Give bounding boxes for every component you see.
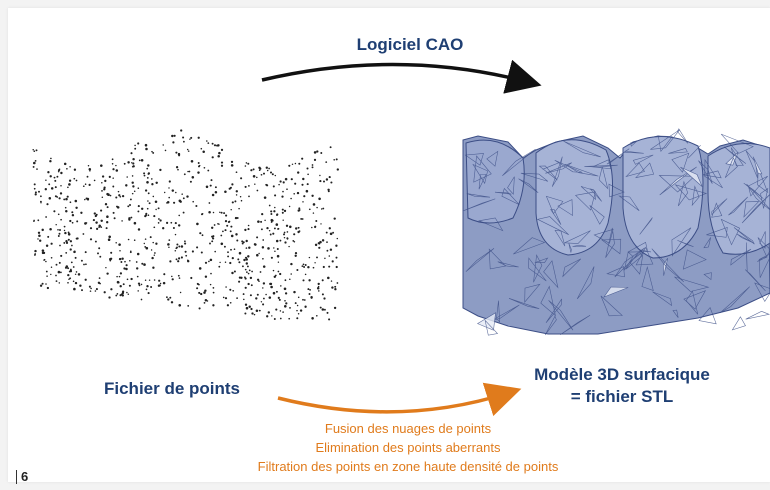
page-number: 6 (16, 470, 28, 484)
stl-model-label: Modèle 3D surfacique = fichier STL (492, 364, 752, 408)
stl-model-label-line1: Modèle 3D surfacique (534, 365, 710, 384)
cao-arrow (261, 59, 542, 94)
step-3: Filtration des points en zone haute dens… (257, 459, 559, 474)
slide: Logiciel CAO Fichier de points Modèle 3D… (8, 8, 770, 484)
point-file-label: Fichier de points (104, 379, 241, 398)
processing-steps: Fusion des nuages de points Elimination … (198, 419, 618, 476)
step-1: Fusion des nuages de points (324, 421, 492, 436)
step-2: Elimination des points aberrants (315, 440, 501, 455)
processing-arrow (277, 382, 522, 417)
point-cloud-image (32, 129, 339, 321)
cao-software-label: Logiciel CAO (356, 35, 464, 54)
diagram-canvas (32, 59, 770, 417)
stl-model-label-line2: = fichier STL (570, 387, 674, 406)
mesh-model-image (462, 128, 770, 336)
